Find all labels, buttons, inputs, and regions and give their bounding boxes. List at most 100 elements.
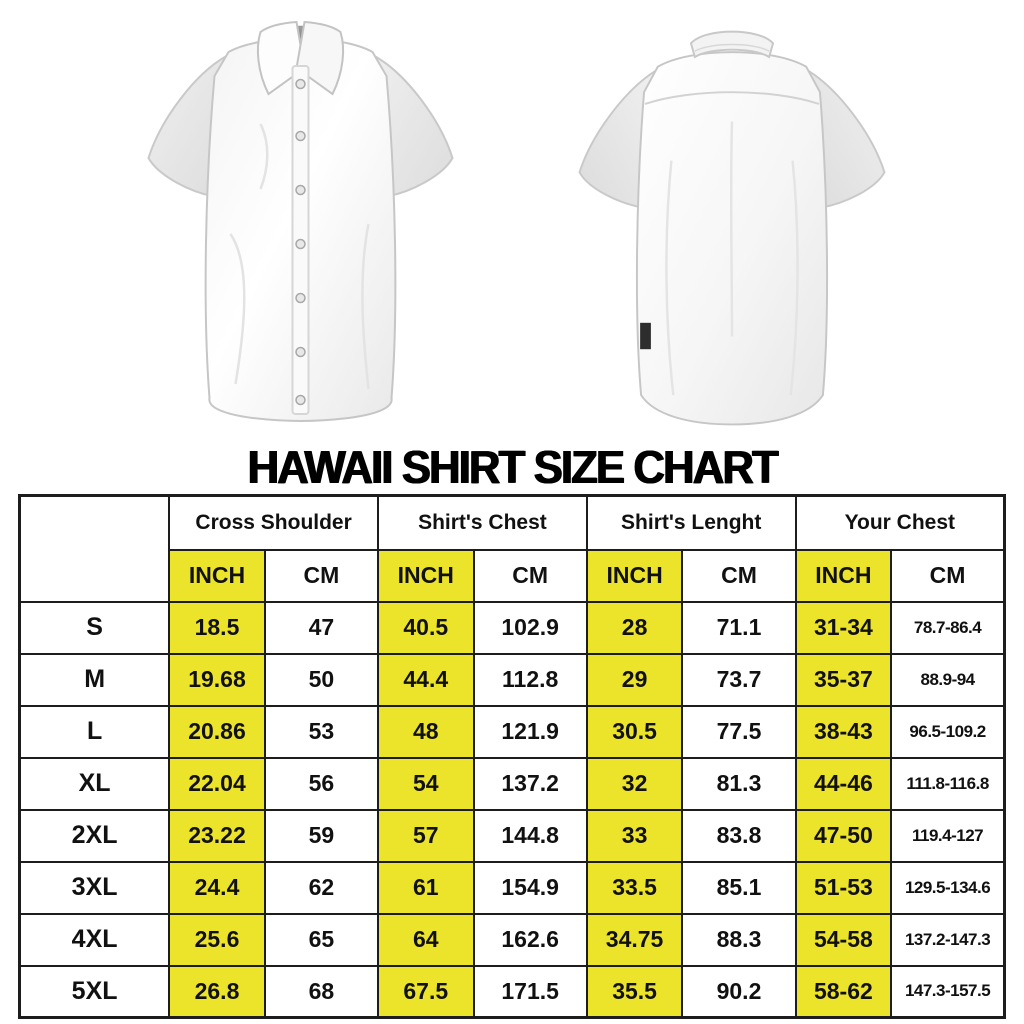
cm-value: 137.2-147.3 bbox=[890, 912, 1006, 967]
inch-value: 26.8 bbox=[168, 964, 266, 1019]
cm-value: 162.6 bbox=[472, 912, 588, 967]
size-label: 2XL bbox=[18, 808, 171, 863]
cm-value: 88.9-94 bbox=[890, 652, 1006, 707]
inch-value: 40.5 bbox=[377, 600, 475, 655]
back-collar-stitch bbox=[694, 43, 770, 52]
cm-value: 73.7 bbox=[681, 652, 797, 707]
size-label: 5XL bbox=[18, 964, 171, 1019]
inch-value: 61 bbox=[377, 860, 475, 915]
front-buttons bbox=[295, 78, 306, 406]
cm-value: 90.2 bbox=[681, 964, 797, 1019]
cm-value: 112.8 bbox=[472, 652, 588, 707]
size-label: XL bbox=[18, 756, 171, 811]
table-row-3xl: 3XL 24.4 62 61 154.9 33.5 85.1 51-53 129.5-134.6 bbox=[18, 860, 1006, 915]
inch-value: 19.68 bbox=[168, 652, 266, 707]
cm-value: 154.9 bbox=[472, 860, 588, 915]
unit-header-cm: CM bbox=[472, 548, 588, 603]
group-header-your-chest: Your Chest bbox=[794, 494, 1006, 551]
cm-value: 59 bbox=[263, 808, 380, 863]
cm-value: 129.5-134.6 bbox=[890, 860, 1006, 915]
unit-header-inch: INCH bbox=[585, 548, 684, 603]
cm-value: 85.1 bbox=[681, 860, 797, 915]
front-wrinkle bbox=[229, 123, 370, 390]
corner-cell bbox=[18, 494, 171, 603]
group-header-cross-shoulder: Cross Shoulder bbox=[168, 494, 380, 551]
table-row-2xl: 2XL 23.22 59 57 144.8 33 83.8 47-50 119.4-127 bbox=[18, 808, 1006, 863]
cm-value: 71.1 bbox=[681, 600, 797, 655]
size-table-body: S 18.5 47 40.5 102.9 28 71.1 31-34 78.7-86.4 M 19.… bbox=[18, 600, 1006, 1019]
cm-value: 96.5-109.2 bbox=[890, 704, 1006, 759]
cm-value: 111.8-116.8 bbox=[890, 756, 1006, 811]
cm-value: 121.9 bbox=[472, 704, 588, 759]
inch-value: 33.5 bbox=[585, 860, 684, 915]
inch-value: 33 bbox=[585, 808, 684, 863]
inch-value: 47-50 bbox=[794, 808, 893, 863]
table-row-m: M 19.68 50 44.4 112.8 29 73.7 35-37 88.9-94 bbox=[18, 652, 1006, 707]
cm-value: 137.2 bbox=[472, 756, 588, 811]
table-row-5xl: 5XL 26.8 68 67.5 171.5 35.5 90.2 58-62 147.3-157… bbox=[18, 964, 1006, 1019]
table-row-xl: XL 22.04 56 54 137.2 32 81.3 44-46 111.8-116.8 bbox=[18, 756, 1006, 811]
cm-value: 119.4-127 bbox=[890, 808, 1006, 863]
inch-value: 48 bbox=[377, 704, 475, 759]
size-label: 3XL bbox=[18, 860, 171, 915]
shirt-back-image bbox=[578, 30, 886, 426]
inch-value: 51-53 bbox=[794, 860, 893, 915]
cm-value: 147.3-157.5 bbox=[890, 964, 1006, 1019]
inch-value: 54-58 bbox=[794, 912, 893, 967]
inch-value: 28 bbox=[585, 600, 684, 655]
inch-value: 58-62 bbox=[794, 964, 893, 1019]
group-header-shirts-length: Shirt's Lenght bbox=[585, 494, 797, 551]
unit-header-inch: INCH bbox=[794, 548, 893, 603]
cm-value: 65 bbox=[263, 912, 380, 967]
inch-value: 67.5 bbox=[377, 964, 475, 1019]
page-title: HAWAII SHIRT SIZE CHART bbox=[247, 441, 778, 493]
inch-value: 34.75 bbox=[585, 912, 684, 967]
inch-value: 38-43 bbox=[794, 704, 893, 759]
inch-value: 22.04 bbox=[168, 756, 266, 811]
unit-header-inch: INCH bbox=[377, 548, 475, 603]
inch-value: 64 bbox=[377, 912, 475, 967]
inch-value: 23.22 bbox=[168, 808, 266, 863]
inch-value: 25.6 bbox=[168, 912, 266, 967]
size-label: S bbox=[18, 600, 171, 655]
group-header-shirts-chest: Shirt's Chest bbox=[377, 494, 588, 551]
inch-value: 18.5 bbox=[168, 600, 266, 655]
inch-value: 54 bbox=[377, 756, 475, 811]
cm-value: 88.3 bbox=[681, 912, 797, 967]
cm-value: 62 bbox=[263, 860, 380, 915]
size-label: L bbox=[18, 704, 171, 759]
cm-value: 77.5 bbox=[681, 704, 797, 759]
inch-value: 31-34 bbox=[794, 600, 893, 655]
cm-value: 102.9 bbox=[472, 600, 588, 655]
inch-value: 35-37 bbox=[794, 652, 893, 707]
inch-value: 44-46 bbox=[794, 756, 893, 811]
size-label: 4XL bbox=[18, 912, 171, 967]
unit-header-cm: CM bbox=[681, 548, 797, 603]
unit-header-row: INCH CM INCH CM INCH CM INCH CM bbox=[20, 548, 1006, 603]
inch-value: 24.4 bbox=[168, 860, 266, 915]
inch-value: 29 bbox=[585, 652, 684, 707]
inch-value: 44.4 bbox=[377, 652, 475, 707]
cm-value: 81.3 bbox=[681, 756, 797, 811]
cm-value: 144.8 bbox=[472, 808, 588, 863]
unit-header-cm: CM bbox=[890, 548, 1006, 603]
cm-value: 83.8 bbox=[681, 808, 797, 863]
shirt-photos bbox=[0, 0, 1024, 445]
cm-value: 171.5 bbox=[472, 964, 588, 1019]
inch-value: 35.5 bbox=[585, 964, 684, 1019]
table-row-l: L 20.86 53 48 121.9 30.5 77.5 38-43 96.5-109.2 bbox=[18, 704, 1006, 759]
back-yoke-seam bbox=[644, 91, 820, 105]
cm-value: 56 bbox=[263, 756, 380, 811]
inch-value: 57 bbox=[377, 808, 475, 863]
table-row-s: S 18.5 47 40.5 102.9 28 71.1 31-34 78.7-86.4 bbox=[18, 600, 1006, 655]
inch-value: 32 bbox=[585, 756, 684, 811]
unit-header-inch: INCH bbox=[168, 548, 266, 603]
back-wrinkle bbox=[665, 121, 799, 396]
table-row-4xl: 4XL 25.6 65 64 162.6 34.75 88.3 54-58 137.2-147.… bbox=[18, 912, 1006, 967]
unit-header-cm: CM bbox=[263, 548, 380, 603]
cm-value: 78.7-86.4 bbox=[890, 600, 1006, 655]
shirt-front-image bbox=[147, 20, 454, 422]
inch-value: 20.86 bbox=[168, 704, 266, 759]
size-chart-table: Cross Shoulder Shirt's Chest Shirt's Len… bbox=[18, 494, 1006, 1019]
